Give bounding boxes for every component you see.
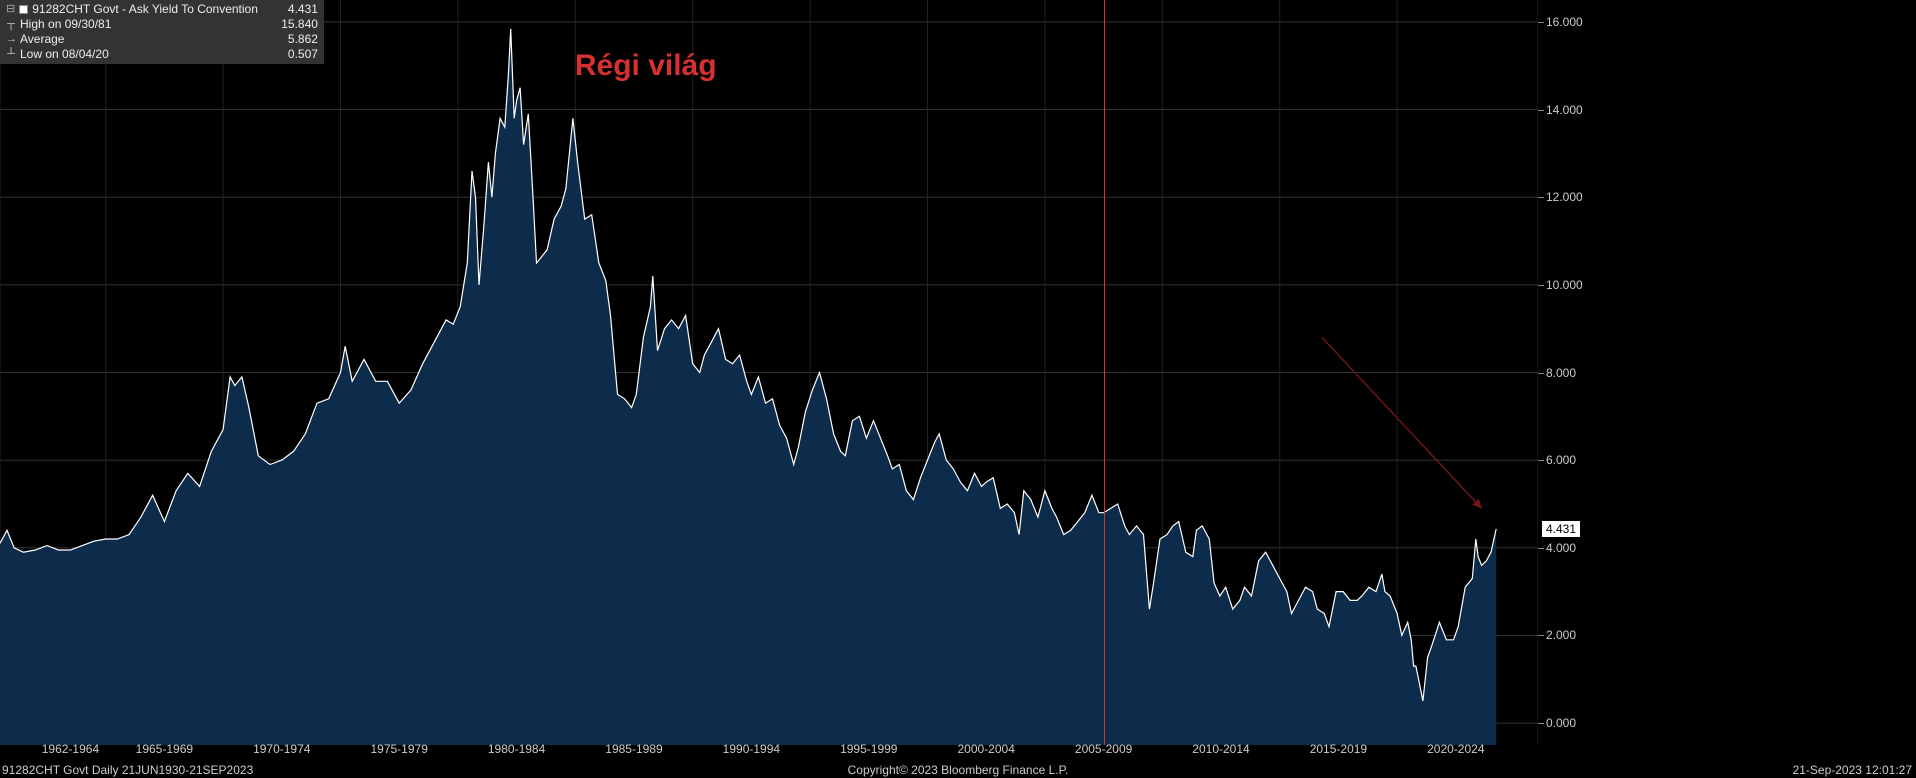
vertical-marker — [1104, 0, 1105, 745]
y-tick-label: 0.000 — [1546, 716, 1576, 730]
series-layer — [0, 0, 1538, 745]
average-label: Average — [20, 32, 64, 47]
footer-center: Copyright© 2023 Bloomberg Finance L.P. — [848, 763, 1069, 777]
x-tick-label: 1995-1999 — [840, 742, 897, 756]
legend-box: ⊟ 91282CHT Govt - Ask Yield To Conventio… — [0, 0, 324, 64]
y-tick-label: 16.000 — [1546, 15, 1583, 29]
bloomberg-chart: Régi világ 0.000 2.000 4.000 6.000 8.000 10.0… — [0, 0, 1916, 778]
series-color-swatch — [19, 5, 28, 14]
high-value: 15.840 — [251, 17, 318, 32]
x-tick-label: 1980-1984 — [488, 742, 545, 756]
x-tick-label: 1962-1964 — [42, 742, 99, 756]
x-tick-label: 1985-1989 — [605, 742, 662, 756]
current-value-badge: 4.431 — [1542, 521, 1580, 537]
x-tick-label: 1990-1994 — [723, 742, 780, 756]
y-tick-label: 14.000 — [1546, 103, 1583, 117]
x-tick-label: 1965-1969 — [136, 742, 193, 756]
x-tick-label: 2000-2004 — [957, 742, 1014, 756]
x-tick-label: 2020-2024 — [1427, 742, 1484, 756]
x-tick-label: 2005-2009 — [1075, 742, 1132, 756]
series-name: 91282CHT Govt - Ask Yield To Convention — [32, 2, 258, 17]
average-marker-icon: → — [6, 33, 16, 47]
high-marker-icon: ┬ — [6, 18, 16, 32]
y-tick-label: 2.000 — [1546, 628, 1576, 642]
x-tick-label: 2010-2014 — [1192, 742, 1249, 756]
x-tick-label: 1970-1974 — [253, 742, 310, 756]
series-current-value: 4.431 — [258, 2, 318, 17]
low-marker-icon: ┴ — [6, 48, 16, 62]
x-tick-label: 1975-1979 — [370, 742, 427, 756]
plot-area: Régi világ — [0, 0, 1538, 745]
high-label: High on 09/30/81 — [20, 17, 111, 32]
average-value: 5.862 — [258, 32, 318, 47]
y-tick-label: 4.000 — [1546, 541, 1576, 555]
y-tick-label: 10.000 — [1546, 278, 1583, 292]
footer-left: 91282CHT Govt Daily 21JUN1930-21SEP2023 — [2, 763, 253, 777]
annotation-text: Régi világ — [575, 49, 717, 83]
y-tick-label: 8.000 — [1546, 366, 1576, 380]
low-label: Low on 08/04/20 — [20, 47, 109, 62]
y-tick-label: 12.000 — [1546, 190, 1583, 204]
x-tick-label: 2015-2019 — [1310, 742, 1367, 756]
footer-right: 21-Sep-2023 12:01:27 — [1793, 763, 1912, 777]
x-axis: 1962-1964 1965-1969 1970-1974 1975-1979 1980… — [0, 742, 1538, 760]
low-value: 0.507 — [258, 47, 318, 62]
y-tick-label: 6.000 — [1546, 453, 1576, 467]
legend-expand-icon[interactable]: ⊟ — [6, 3, 15, 17]
